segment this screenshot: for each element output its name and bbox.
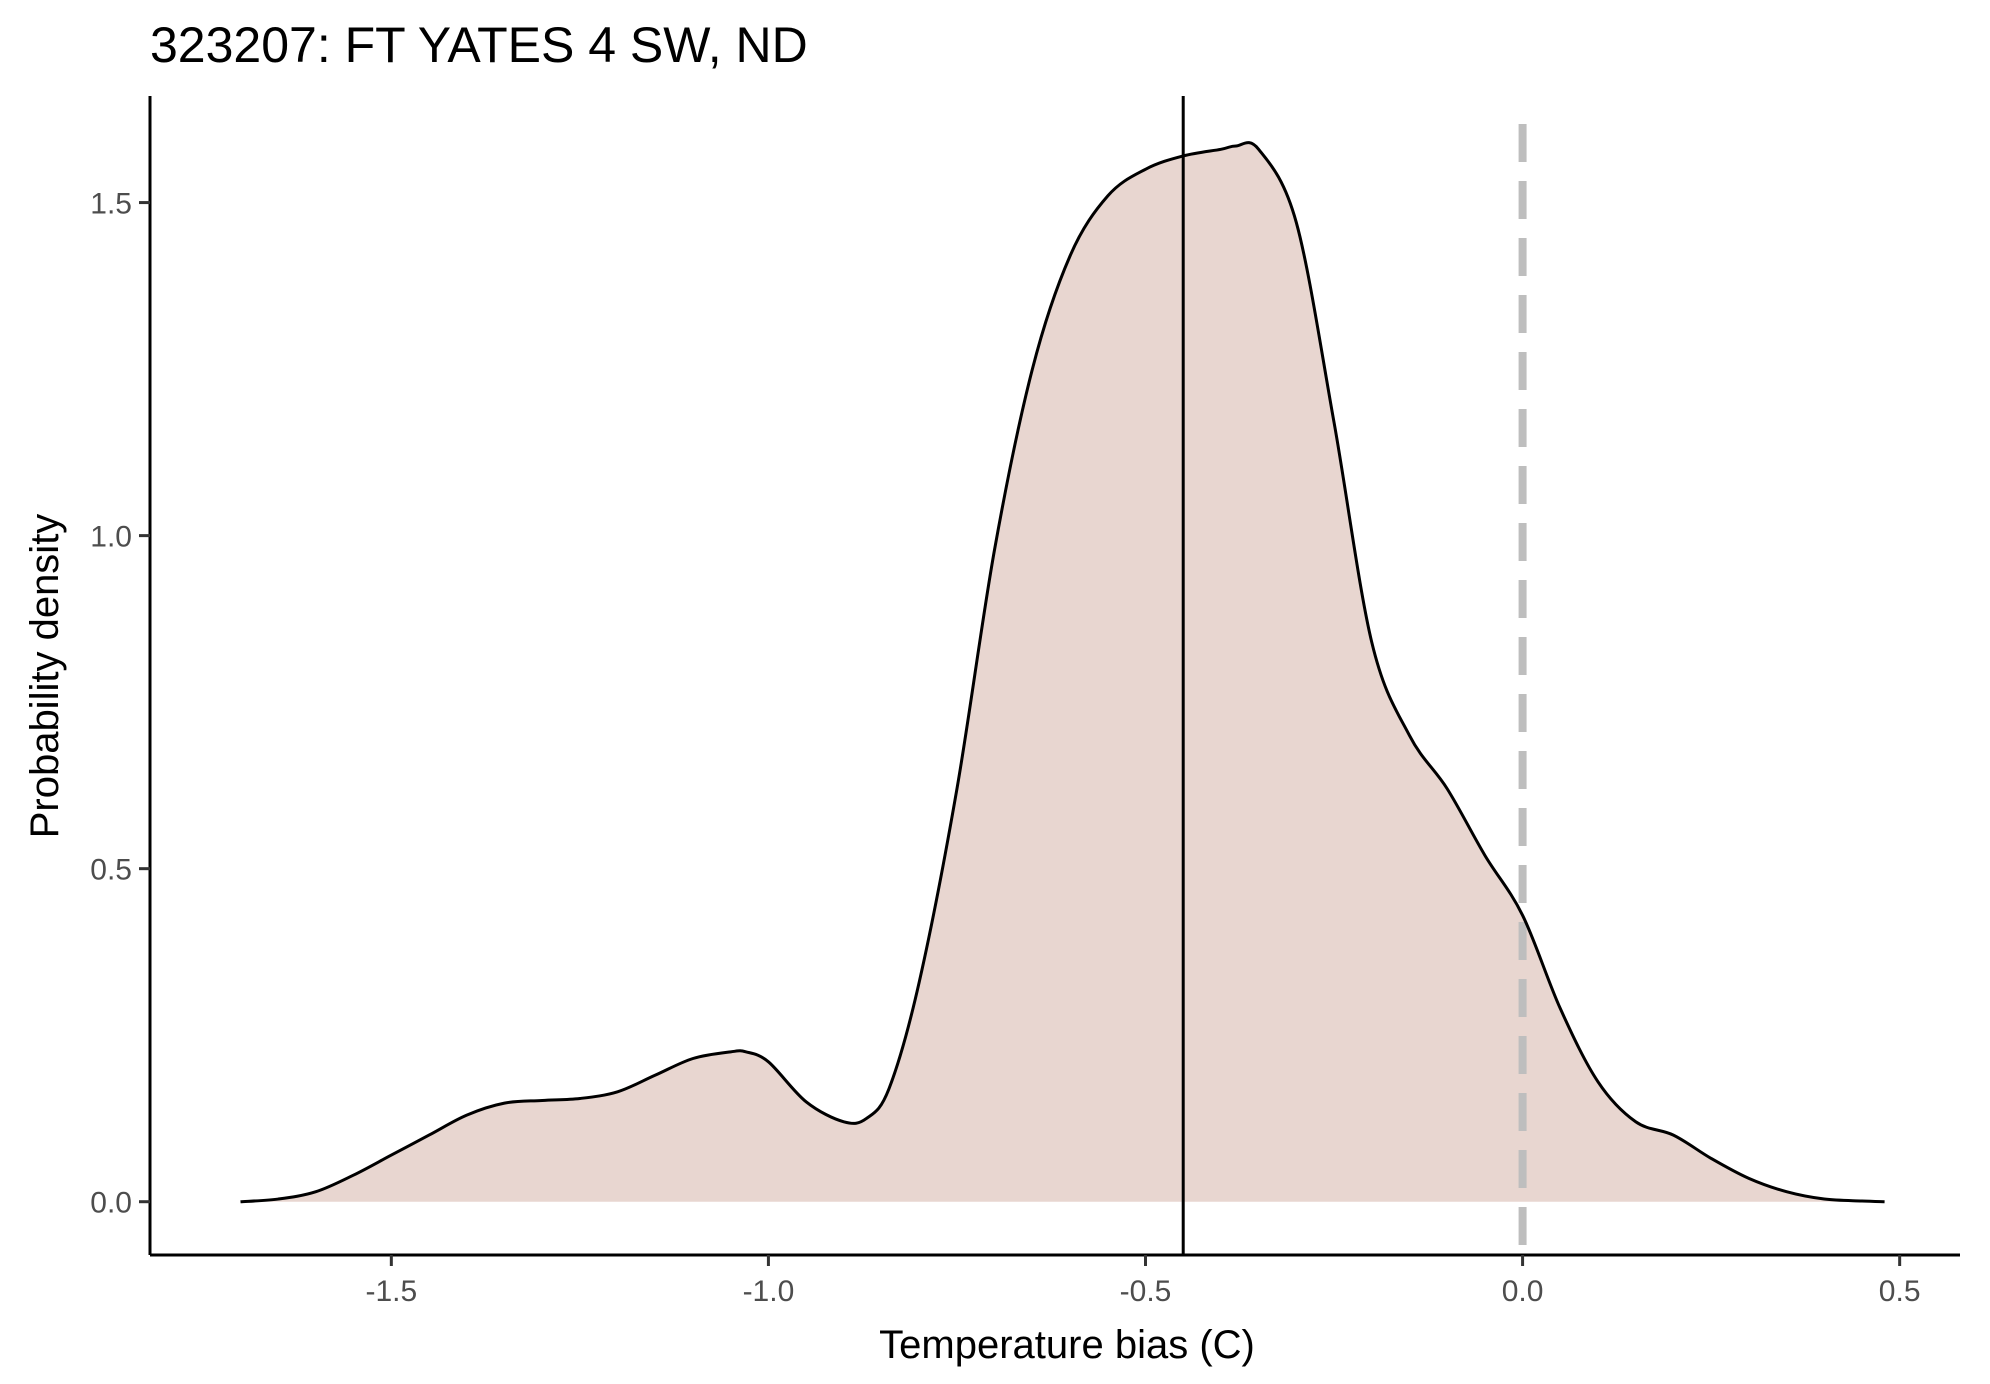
y-tick-label: 1.5 (90, 188, 132, 221)
x-tick-label: -1.0 (743, 1275, 795, 1308)
y-tick-label: 0.5 (90, 854, 132, 887)
y-tick-label: 0.0 (90, 1187, 132, 1220)
plot-area (240, 96, 1885, 1255)
y-axis-ticks: 0.0 0.5 1.0 1.5 (90, 188, 150, 1220)
x-tick-label: -0.5 (1120, 1275, 1172, 1308)
density-fill-area (240, 142, 1885, 1202)
x-axis-ticks: -1.5 -1.0 -0.5 0.0 0.5 (365, 1255, 1921, 1308)
x-tick-label: 0.0 (1502, 1275, 1544, 1308)
axes: 0.0 0.5 1.0 1.5 -1.5 -1.0 -0.5 0.0 0.5 (90, 96, 1960, 1308)
x-axis-title: Temperature bias (C) (879, 1323, 1255, 1367)
chart-title: 323207: FT YATES 4 SW, ND (150, 17, 808, 73)
x-tick-label: 0.5 (1879, 1275, 1921, 1308)
x-tick-label: -1.5 (365, 1275, 417, 1308)
density-curve-line (240, 141, 1885, 1204)
y-axis-title: Probability density (23, 514, 67, 839)
y-tick-label: 1.0 (90, 521, 132, 554)
